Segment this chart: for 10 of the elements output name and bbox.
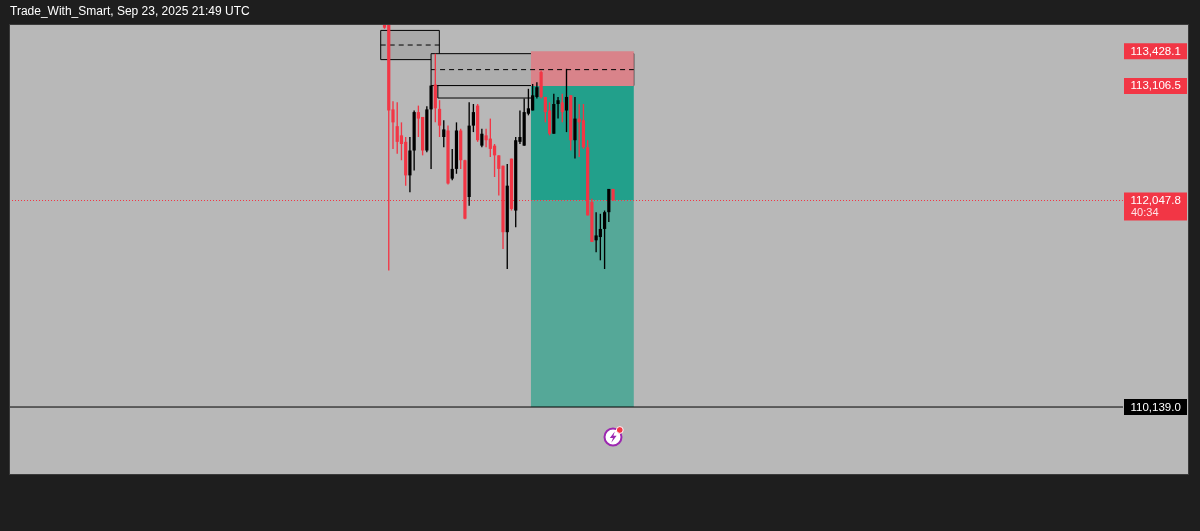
text: 40:34 (1131, 205, 1159, 218)
candlestick (556, 96, 560, 119)
candlestick (594, 212, 598, 253)
chart-title: Trade_With_Smart, Sep 23, 2025 21:49 UTC (10, 4, 251, 18)
candlestick (484, 128, 488, 148)
y-tick-label: 110,139.0 (1130, 400, 1181, 413)
y-tick-label: 112,047.8 (1130, 194, 1181, 207)
y-tick-label: 113,106.5 (1130, 79, 1181, 92)
candlestick (573, 96, 577, 159)
y-tick-label: 113,428.1 (1130, 44, 1181, 57)
